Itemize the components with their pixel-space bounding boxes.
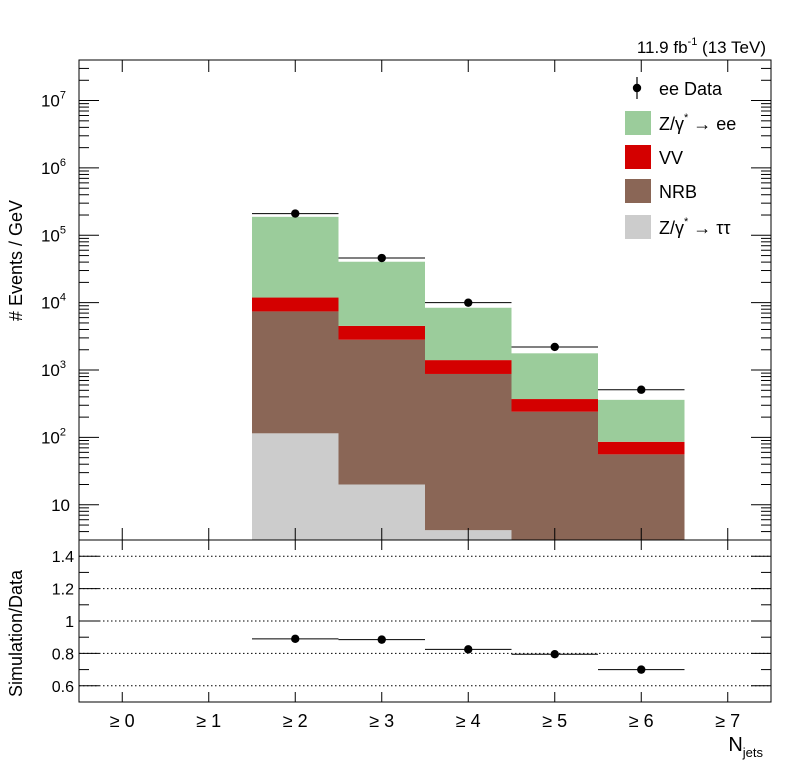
stack-bar-vv-bin-2 <box>252 297 339 312</box>
luminosity-label: 11.9 fb-1 (13 TeV) <box>637 36 766 57</box>
main-y-axis-label: # Events / GeV <box>6 200 26 321</box>
main-y-tick-label: 105 <box>41 224 66 245</box>
luminosity-sup: -1 <box>688 36 698 48</box>
legend-swatch <box>625 215 651 239</box>
stack-bar-vv-bin-4 <box>425 360 512 374</box>
data-point-bin-5 <box>511 342 598 352</box>
ratio-point-bin-5 <box>511 650 598 659</box>
stack-bar-z-ee-bin-5 <box>511 353 598 400</box>
stack-bar-nrb-bin-3 <box>338 339 425 485</box>
data-point-bin-4 <box>425 298 512 307</box>
x-tick-label: ≥ 7 <box>715 711 740 731</box>
stack-bar-vv-bin-3 <box>338 325 425 340</box>
legend-swatch <box>625 111 651 135</box>
main-panel: 10 102 103 104 105 106 107 # Events / GeV ee D… <box>6 59 772 541</box>
data-point-bin-3 <box>338 253 425 263</box>
stack-bar-nrb-bin-4 <box>425 373 512 531</box>
legend-entry-4: Z/γ* → ττ <box>625 215 731 239</box>
stack-bar-vv-bin-5 <box>511 399 598 412</box>
stack-bar-z-ee-bin-2 <box>252 216 339 298</box>
ratio-point-bin-2 <box>252 634 339 644</box>
ratio-panel: 0.60.811.21.4 Simulation/Data ≥ 0 ≥ 1 ≥ 2 ≥… <box>6 60 772 760</box>
stack-bar-vv-bin-6 <box>598 441 685 455</box>
ratio-y-tick-label: 1 <box>65 614 74 631</box>
main-y-tick-label: 103 <box>41 359 66 380</box>
ratio-y-ticks: 0.6 0.8 1 1.2 1.4 <box>52 539 771 703</box>
x-tick-label: ≥ 1 <box>196 711 221 731</box>
ratio-point-bin-6 <box>598 665 685 674</box>
legend-label: VV <box>659 148 683 168</box>
main-y-tick-label: 106 <box>41 157 66 178</box>
legend-entry-3: NRB <box>625 179 697 203</box>
x-tick-label: ≥ 6 <box>629 711 654 731</box>
legend-entry-1: Z/γ* → ee <box>625 111 736 135</box>
stack-bar-z-ee-bin-3 <box>338 261 425 326</box>
legend-label: ee Data <box>659 79 723 99</box>
legend-swatch <box>625 145 651 169</box>
x-tick-label: ≥ 2 <box>283 711 308 731</box>
ratio-point-bin-3 <box>338 635 425 644</box>
legend-entry-0: ee Data <box>632 77 723 99</box>
legend: ee Data Z/γ* → ee VV NRB Z/γ* → ττ <box>625 77 736 239</box>
legend-swatch <box>625 179 651 203</box>
legend-label: Z/γ* → ττ <box>659 216 731 238</box>
x-tick-label: ≥ 4 <box>456 711 481 731</box>
x-tick-label: ≥ 0 <box>110 711 135 731</box>
data-point-bin-2 <box>252 209 339 218</box>
stack-bar-z-ee-bin-6 <box>598 399 685 442</box>
ratio-point-bin-4 <box>425 645 512 654</box>
ratio-y-axis-label: Simulation/Data <box>6 569 26 697</box>
luminosity-main: 11.9 fb <box>637 38 688 57</box>
ratio-y-tick-label: 0.6 <box>52 679 74 696</box>
x-ticks: ≥ 0 ≥ 1 ≥ 2 ≥ 3 ≥ 4 ≥ 5 ≥ 6 ≥ 7 <box>110 60 740 731</box>
legend-entry-2: VV <box>625 145 683 169</box>
x-tick-label: ≥ 5 <box>542 711 567 731</box>
stack-bar-z-ee-bin-4 <box>425 307 512 361</box>
main-y-tick-label: 104 <box>41 292 66 313</box>
luminosity-tail: (13 TeV) <box>697 38 766 57</box>
stack-bar-nrb-bin-6 <box>598 454 685 540</box>
ratio-points <box>252 634 685 674</box>
main-y-ticks: 10 102 103 104 105 106 107 <box>41 59 771 541</box>
stack-bar-nrb-bin-5 <box>511 411 598 540</box>
x-axis-label-main: N <box>728 734 742 756</box>
stack-bar-nrb-bin-2 <box>252 311 339 434</box>
x-axis-label: Njets <box>728 734 763 760</box>
main-y-tick-label: 102 <box>41 426 66 447</box>
ratio-gridlines <box>79 555 771 687</box>
ratio-y-tick-label: 0.8 <box>52 646 74 663</box>
legend-marker-dot <box>632 83 642 93</box>
legend-label: Z/γ* → ee <box>659 112 736 134</box>
ratio-y-tick-label: 1.2 <box>52 582 74 599</box>
main-y-tick-label: 107 <box>41 90 66 111</box>
main-y-tick-label: 10 <box>51 496 70 515</box>
stack-bar-z--bin-2 <box>252 433 339 540</box>
data-points <box>252 209 685 394</box>
data-point-bin-6 <box>598 385 685 394</box>
x-axis-label-sub: jets <box>742 745 764 760</box>
ratio-y-tick-label: 1.4 <box>52 549 74 566</box>
legend-label: NRB <box>659 182 697 202</box>
x-tick-label: ≥ 3 <box>369 711 394 731</box>
stacked-histogram <box>252 216 685 540</box>
